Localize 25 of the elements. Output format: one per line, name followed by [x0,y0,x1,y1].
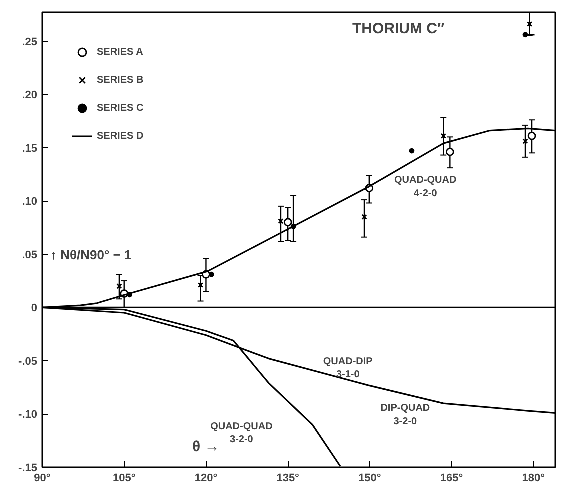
y-axis-title: ↑ Nθ/N90° − 1 [50,248,132,262]
x-tick-label: 180° [522,472,546,484]
y-tick-label: -.15 [18,462,38,474]
y-tick-label: .20 [22,90,38,102]
y-tick-label: .15 [22,142,38,155]
x-tick-label: 90° [34,472,51,484]
x-tick-label: 120° [194,472,218,484]
x-tick-label: 105° [112,472,136,484]
x-tick-label: 150° [358,472,382,484]
annotation: QUAD-DIP 3-1-0 [323,356,374,380]
y-tick-label: .25 [22,36,38,48]
y-tick-label: 0 [31,302,38,315]
y-tick-label: .10 [22,196,38,208]
text: THORIUM C″ [352,20,445,38]
annotation: QUAD-QUAD 4-2-0 [394,175,457,200]
annotation: DIP-QUAD 3-2-0 [380,403,430,428]
legend-label: SERIES D [97,130,144,142]
x-tick-label: 165° [440,472,464,484]
x-tick-label: 135° [276,472,300,484]
y-tick-label: .05 [22,249,38,262]
legend-label: SERIES C [97,102,144,114]
legend-label: SERIES A [97,46,144,58]
legend-label: SERIES B [97,74,144,86]
y-tick-label: -.10 [18,409,38,422]
y-tick-label: -.05 [18,356,38,368]
